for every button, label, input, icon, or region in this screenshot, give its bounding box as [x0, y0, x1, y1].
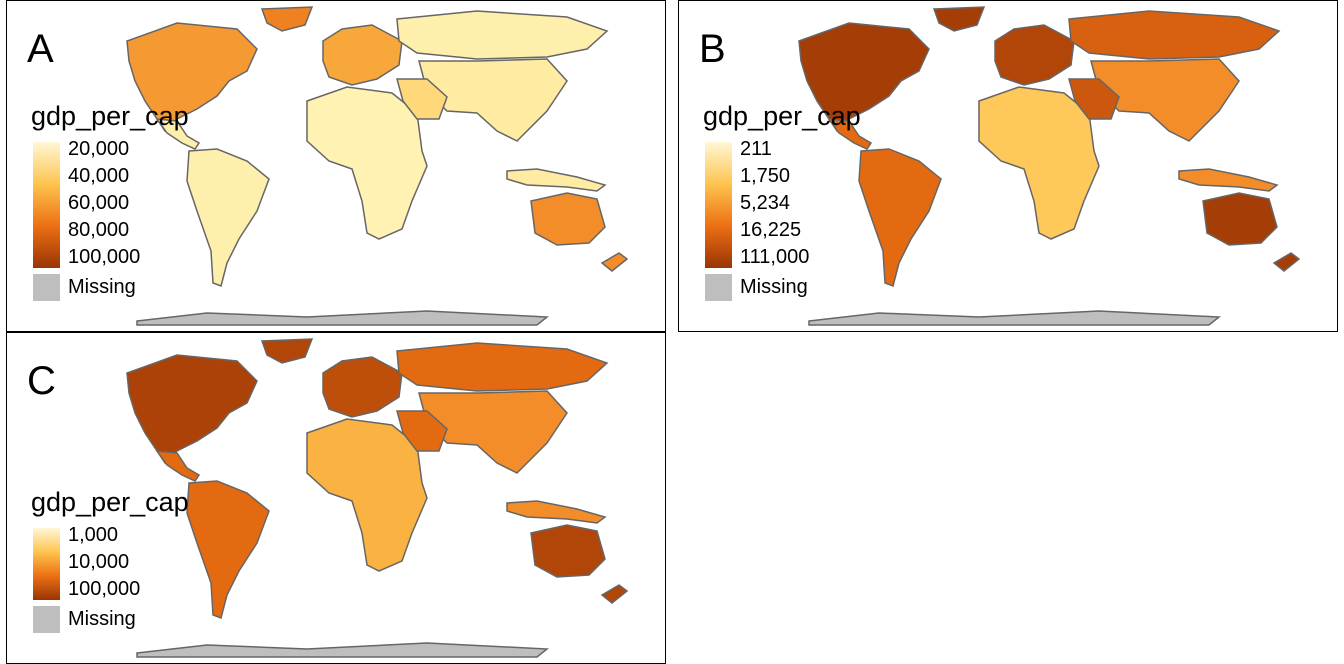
- region-indonesia: [1178, 168, 1279, 192]
- region-antarctica: [136, 642, 550, 658]
- region-greenland: [932, 6, 986, 32]
- region-russia: [396, 10, 609, 60]
- region-south-america: [186, 480, 270, 619]
- region-africa: [306, 418, 428, 572]
- region-central-america: [155, 450, 201, 482]
- missing-swatch: [33, 274, 60, 301]
- world-map-a: [126, 6, 629, 326]
- legend: gdp_per_cap 1,000 10,000 100,000 Missing: [31, 487, 189, 633]
- map-panel-a: A gdp_per_cap 20,000 40,000 60,000 80,00…: [6, 0, 666, 332]
- missing-label: Missing: [740, 276, 808, 298]
- legend: gdp_per_cap 211 1,750 5,234 16,225 111,0…: [703, 101, 861, 301]
- legend-break-label: 211: [740, 138, 772, 160]
- region-europe: [322, 24, 403, 86]
- region-south-america: [186, 148, 270, 287]
- legend: gdp_per_cap 20,000 40,000 60,000 80,000 …: [31, 101, 189, 301]
- legend-break-label: 5,234: [740, 192, 791, 214]
- legend-break-label: 10,000: [68, 551, 130, 573]
- panel-letter: A: [27, 27, 54, 71]
- legend-title: gdp_per_cap: [31, 101, 189, 131]
- map-panel-b: B gdp_per_cap 211 1,750 5,234 16,225 111…: [678, 0, 1338, 332]
- region-greenland: [260, 6, 314, 32]
- region-north-america: [126, 354, 258, 465]
- region-greenland: [260, 338, 314, 364]
- legend-color-bar: [705, 142, 732, 268]
- legend-break-label: 80,000: [68, 219, 130, 241]
- region-russia: [1068, 10, 1281, 60]
- region-middle-east: [396, 410, 448, 452]
- region-antarctica: [808, 310, 1222, 326]
- region-indonesia: [506, 168, 607, 192]
- missing-label: Missing: [68, 608, 136, 630]
- region-central-america: [827, 118, 873, 150]
- region-north-america: [126, 22, 258, 133]
- region-europe: [994, 24, 1075, 86]
- region-middle-east: [1068, 78, 1120, 120]
- region-middle-east: [396, 78, 448, 120]
- legend-break-label: 100,000: [68, 246, 141, 268]
- legend-title: gdp_per_cap: [703, 101, 861, 131]
- panel-letter: C: [27, 359, 56, 403]
- region-central-america: [155, 118, 201, 150]
- missing-label: Missing: [68, 276, 136, 298]
- legend-break-label: 20,000: [68, 138, 130, 160]
- legend-break-label: 111,000: [740, 246, 810, 268]
- legend-break-label: 1,000: [68, 524, 119, 546]
- region-south-america: [858, 148, 942, 287]
- legend-break-label: 40,000: [68, 165, 130, 187]
- region-africa: [306, 86, 428, 240]
- world-map-b: [798, 6, 1301, 326]
- missing-swatch: [705, 274, 732, 301]
- legend-break-label: 16,225: [740, 219, 802, 241]
- legend-break-label: 60,000: [68, 192, 130, 214]
- region-nz: [1272, 252, 1301, 272]
- region-nz: [600, 584, 629, 604]
- region-antarctica: [136, 310, 550, 326]
- map-panel-c: C gdp_per_cap 1,000 10,000 100,000 Missi…: [6, 332, 666, 664]
- region-russia: [396, 342, 609, 392]
- legend-color-bar: [33, 528, 60, 600]
- legend-title: gdp_per_cap: [31, 487, 189, 517]
- legend-color-bar: [33, 142, 60, 268]
- panel-letter: B: [699, 27, 726, 71]
- missing-swatch: [33, 606, 60, 633]
- region-australia: [530, 524, 606, 578]
- region-africa: [978, 86, 1100, 240]
- region-australia: [1202, 192, 1278, 246]
- legend-break-label: 100,000: [68, 578, 141, 600]
- region-indonesia: [506, 500, 607, 524]
- region-nz: [600, 252, 629, 272]
- region-north-america: [798, 22, 930, 133]
- legend-break-label: 1,750: [740, 165, 791, 187]
- world-map-c: [126, 338, 629, 658]
- region-australia: [530, 192, 606, 246]
- region-europe: [322, 356, 403, 418]
